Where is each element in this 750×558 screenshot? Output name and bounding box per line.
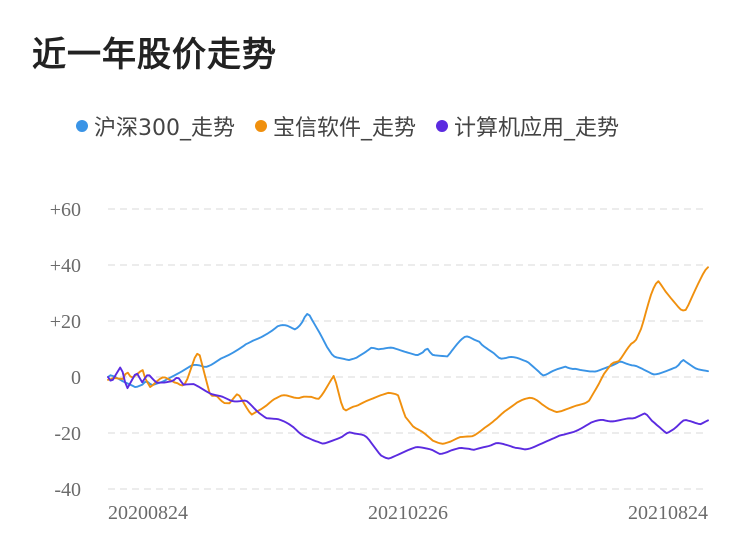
- y-tick-label: +60: [50, 199, 81, 221]
- y-tick-label: +20: [50, 311, 81, 333]
- chart-title: 近一年股价走势: [32, 35, 277, 75]
- x-tick-label: 20210824: [628, 502, 708, 524]
- legend-item: 沪深300_走势: [76, 110, 235, 142]
- x-tick-label: 20200824: [108, 502, 188, 524]
- legend-label: 沪深300_走势: [94, 116, 235, 141]
- legend-marker: [436, 120, 449, 132]
- legend-item: 宝信软件_走势: [255, 110, 416, 142]
- legend-marker: [76, 120, 88, 132]
- chart-legend: 沪深300_走势 宝信软件_走势 计算机应用_走势: [76, 110, 639, 142]
- legend-label: 计算机应用_走势: [454, 116, 620, 141]
- series-line-1: [107, 313, 709, 389]
- series-line-3: [107, 366, 709, 460]
- legend-label: 宝信软件_走势: [273, 116, 417, 141]
- x-tick-label: 20210226: [368, 502, 448, 524]
- legend-item: 计算机应用_走势: [436, 110, 619, 142]
- y-tick-label: 0: [71, 367, 81, 389]
- y-tick-label: -40: [54, 479, 81, 501]
- legend-marker: [255, 120, 267, 132]
- y-tick-label: +40: [50, 255, 81, 277]
- y-tick-label: -20: [54, 423, 81, 445]
- series-line-2: [107, 266, 709, 445]
